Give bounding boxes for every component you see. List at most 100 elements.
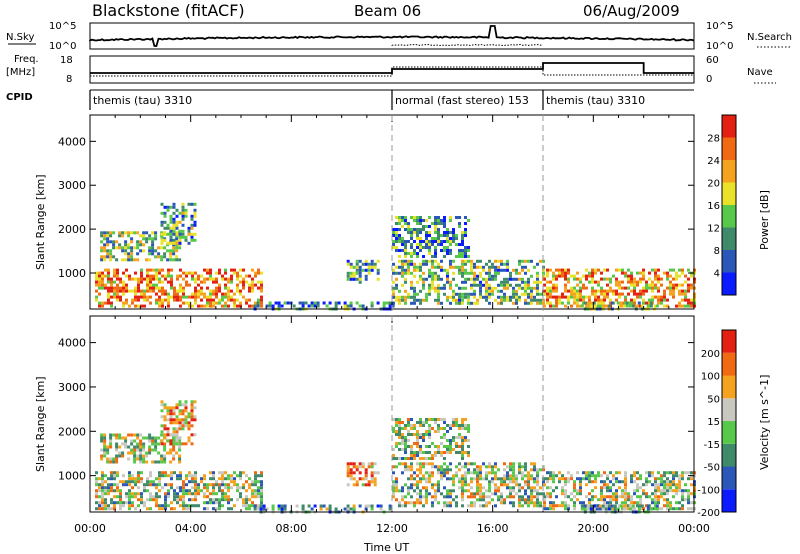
heatmap-cell [434, 219, 437, 222]
heatmap-cell [561, 292, 564, 296]
heatmap-cell [488, 268, 491, 272]
heatmap-cell [582, 471, 585, 475]
heatmap-cell [588, 474, 591, 478]
heatmap-cell [546, 507, 549, 511]
heatmap-cell [461, 255, 464, 258]
heatmap-cell [148, 445, 152, 449]
heatmap-cell [509, 501, 512, 505]
heatmap-cell [425, 295, 428, 299]
heatmap-cell [125, 298, 128, 302]
heatmap-cell [672, 268, 675, 272]
heatmap-cell [449, 301, 452, 305]
heatmap-cell [172, 249, 176, 253]
heatmap-cell [151, 231, 155, 235]
heatmap-cell [197, 486, 200, 490]
heatmap-cell [277, 301, 281, 305]
heatmap-cell [434, 286, 437, 290]
heatmap-cell [376, 277, 380, 281]
heatmap-cell [470, 292, 473, 296]
heatmap-cell [133, 246, 137, 250]
heatmap-cell [621, 489, 624, 493]
heatmap-cell [488, 465, 491, 469]
heatmap-cell [491, 274, 494, 278]
heatmap-cell [630, 498, 633, 502]
heatmap-cell [392, 489, 395, 493]
heatmap-cell [579, 277, 582, 281]
heatmap-cell [530, 259, 533, 263]
heatmap-cell [398, 301, 401, 305]
heatmap-cell [437, 489, 440, 493]
heatmap-cell [175, 249, 179, 253]
heatmap-cell [419, 216, 422, 219]
heatmap-cell [251, 492, 254, 496]
heatmap-cell [407, 265, 410, 269]
heatmap-cell [539, 492, 542, 496]
heatmap-cell [146, 507, 149, 511]
heatmap-cell [101, 486, 104, 490]
heatmap-cell [618, 280, 621, 284]
heatmap-cell [576, 304, 579, 308]
heatmap-cell [485, 495, 488, 499]
heatmap-cell [437, 234, 440, 237]
heatmap-cell [449, 252, 452, 255]
heatmap-cell [546, 271, 549, 275]
heatmap-cell [107, 298, 110, 302]
heatmap-cell [254, 283, 257, 287]
heatmap-cell [672, 277, 675, 281]
heatmap-cell [585, 277, 588, 281]
heatmap-cell [603, 501, 606, 505]
heatmap-cell [549, 507, 552, 511]
heatmap-cell [209, 304, 212, 308]
heatmap-cell [392, 471, 395, 475]
heatmap-cell [410, 465, 413, 469]
heatmap-cell [500, 498, 503, 502]
heatmap-cell [452, 489, 455, 493]
heatmap-cell [149, 474, 152, 478]
heatmap-cell [509, 298, 512, 302]
heatmap-cell [666, 501, 669, 505]
heatmap-cell [437, 216, 440, 219]
heatmap-cell [242, 286, 245, 290]
heatmap-cell [106, 445, 110, 449]
heatmap-cell [579, 501, 582, 505]
heatmap-cell [167, 295, 170, 299]
heatmap-cell [251, 304, 254, 308]
heatmap-cell [428, 451, 431, 454]
heatmap-cell [154, 439, 158, 443]
heatmap-cell [660, 495, 663, 499]
heatmap-cell [100, 240, 104, 244]
heatmap-cell [370, 477, 374, 481]
heatmap-cell [419, 489, 422, 493]
heatmap-cell [585, 274, 588, 278]
heatmap-cell [212, 498, 215, 502]
heatmap-cell [582, 301, 585, 305]
heatmap-cell [639, 498, 642, 502]
heatmap-cell [491, 289, 494, 293]
heatmap-cell [187, 241, 191, 245]
heatmap-cell [461, 504, 464, 508]
heatmap-cell [651, 283, 654, 287]
heatmap-cell [233, 480, 236, 484]
heatmap-cell [254, 274, 257, 278]
heatmap-cell [367, 262, 371, 266]
heatmap-cell [470, 268, 473, 272]
heatmap-cell [422, 246, 425, 249]
heatmap-cell [182, 271, 185, 275]
heatmap-cell [681, 298, 684, 302]
heatmap-cell [440, 222, 443, 225]
heatmap-cell [161, 474, 164, 478]
heatmap-cell [687, 492, 690, 496]
heatmap-cell [106, 451, 110, 455]
heatmap-cell [373, 480, 377, 484]
heatmap-cell [307, 304, 311, 308]
heatmap-cell [395, 283, 398, 287]
heatmap-cell [413, 252, 416, 255]
heatmap-cell [158, 507, 161, 511]
heatmap-cell [573, 480, 576, 484]
heatmap-cell [690, 298, 693, 302]
heatmap-cell [624, 474, 627, 478]
heatmap-cell [119, 298, 122, 302]
heatmap-cell [561, 274, 564, 278]
heatmap-cell [178, 460, 182, 464]
heatmap-cell [443, 268, 446, 272]
